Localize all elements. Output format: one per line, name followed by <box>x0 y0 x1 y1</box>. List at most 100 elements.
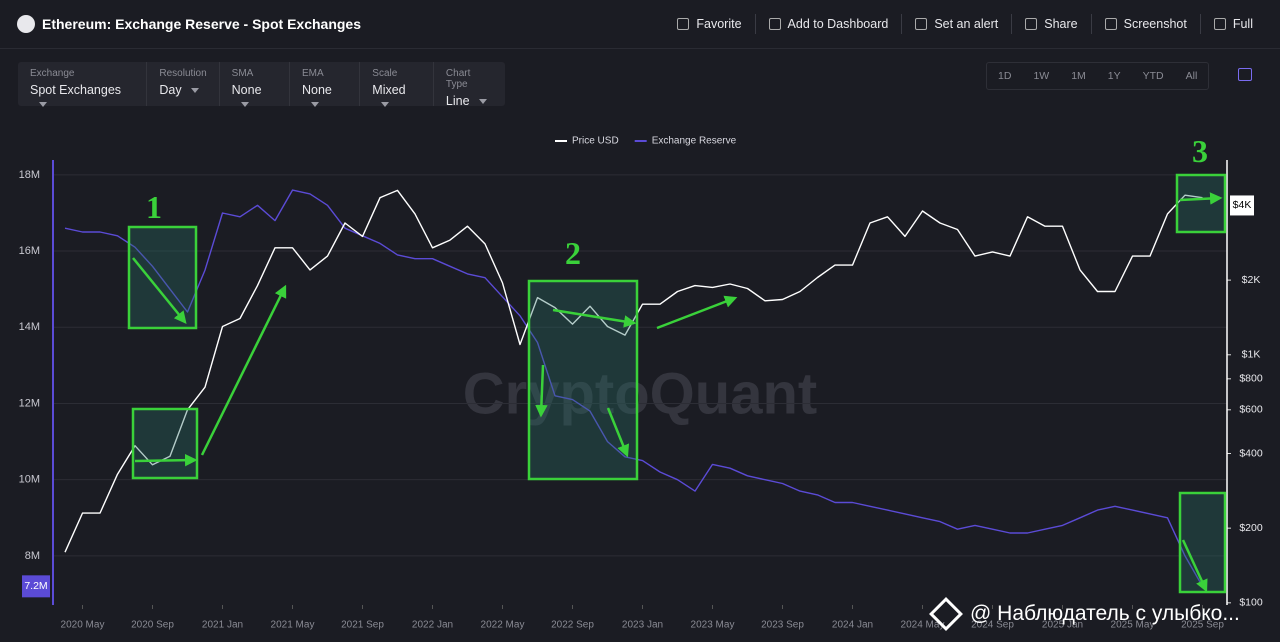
highlight-box <box>527 279 639 481</box>
filter[interactable]: EMA None <box>288 62 359 106</box>
filter-label: EMA <box>301 68 324 79</box>
logo <box>17 15 35 33</box>
button-label: Favorite <box>696 17 742 31</box>
filter-label: Exchange <box>30 68 75 79</box>
legend-label: Price USD <box>572 136 619 147</box>
x-tick-label: 2020 Sep <box>131 620 174 631</box>
y2-tick-label: $600 <box>1239 404 1263 416</box>
button-icon <box>1104 18 1117 30</box>
toolbar: Favorite Add to Dashboard Set an alert Shar… <box>664 14 1266 34</box>
toolbar-button[interactable]: Favorite <box>664 14 754 34</box>
arrow <box>1179 192 1223 205</box>
y-marker-label: 7.2M <box>24 580 47 592</box>
button-icon <box>1025 18 1038 30</box>
highlight-box <box>127 225 198 330</box>
overlay-caption: @ Наблюдатель с улыбко... <box>929 597 1240 631</box>
button-icon <box>915 18 928 30</box>
y2-marker-box <box>1230 195 1254 216</box>
arrow <box>535 364 548 418</box>
x-tick-label: 2025 Jan <box>1042 620 1083 631</box>
arrows <box>132 192 1223 593</box>
range-button[interactable]: 1M <box>1071 70 1086 82</box>
range-button[interactable]: 1Y <box>1107 70 1121 82</box>
filter-bar: Exchange Spot Exchanges Resolution Day SMA No… <box>18 62 505 108</box>
button-label: Screenshot <box>1123 17 1187 31</box>
filter[interactable]: Exchange Spot Exchanges <box>18 62 146 106</box>
filter[interactable]: Chart Type Line <box>432 62 505 108</box>
toolbar-button[interactable]: Full <box>1199 14 1266 34</box>
y-tick-label: 18M <box>19 169 40 181</box>
y2-tick-label: $800 <box>1239 373 1263 385</box>
y2-tick-label: $200 <box>1239 522 1263 534</box>
filter-value: Mixed <box>372 83 421 111</box>
arrow <box>552 308 637 328</box>
highlight-box <box>1175 173 1227 234</box>
annotation-number: 3 <box>1192 133 1208 169</box>
y2-tick-label: $2K <box>1242 274 1261 286</box>
arrow <box>132 257 187 324</box>
toolbar-button[interactable]: Add to Dashboard <box>754 14 902 34</box>
x-tick-label: 2022 May <box>481 620 525 631</box>
range-selector: 1D 1W 1M 1Y YTD All <box>986 62 1210 90</box>
button-label: Set an alert <box>934 17 999 31</box>
header: Ethereum: Exchange Reserve - Spot Exchan… <box>0 0 1280 49</box>
y-marker-box <box>22 575 50 598</box>
toolbar-button[interactable]: Set an alert <box>901 14 1011 34</box>
filter-label: Scale <box>372 68 398 79</box>
x-tick-label: 2021 May <box>271 620 315 631</box>
calendar-button[interactable] <box>1238 68 1252 81</box>
annotation-number: 2 <box>565 235 581 271</box>
caption-text: @ Наблюдатель с улыбко... <box>970 602 1240 625</box>
arrow <box>606 407 630 458</box>
filter-value: Day <box>159 83 206 97</box>
y-tick-label: 16M <box>19 245 40 257</box>
y-tick-label: 14M <box>19 321 40 333</box>
filter-value: None <box>232 83 277 111</box>
x-tick-label: 2021 Sep <box>341 620 384 631</box>
y-tick-label: 8M <box>25 550 40 562</box>
x-tick-label: 2024 Jan <box>832 620 873 631</box>
filter-value: Spot Exchanges <box>30 83 134 111</box>
button-label: Add to Dashboard <box>787 17 889 31</box>
range-button[interactable]: 1W <box>1033 70 1050 82</box>
highlight-box <box>1178 491 1227 594</box>
filter-label: Resolution <box>159 68 207 79</box>
y-tick-label: 12M <box>19 397 40 409</box>
highlight-box <box>131 407 199 480</box>
x-tick-label: 2020 May <box>61 620 105 631</box>
filter[interactable]: SMA None <box>218 62 289 106</box>
button-label: Share <box>1044 17 1078 31</box>
y2-tick-label: $100 <box>1239 597 1263 609</box>
toolbar-button[interactable]: Share <box>1011 14 1090 34</box>
range-button[interactable]: YTD <box>1142 70 1164 82</box>
range-button[interactable]: 1D <box>998 70 1012 82</box>
caption-icon <box>929 597 963 631</box>
watermark: CryptoQuant <box>463 361 817 426</box>
y-tick-label: 10M <box>19 474 40 486</box>
y2-tick-label: $400 <box>1239 447 1263 459</box>
button-icon <box>768 18 781 30</box>
button-icon <box>677 18 690 30</box>
y2-marker-label: $4K <box>1233 199 1252 211</box>
arrow <box>134 453 198 467</box>
arrow <box>656 295 738 330</box>
filter-value: None <box>302 83 347 111</box>
title: Ethereum: Exchange Reserve - Spot Exchan… <box>42 16 361 32</box>
legend-label: Exchange Reserve <box>652 136 737 147</box>
x-tick-label: 2024 May <box>901 620 945 631</box>
range-button[interactable]: All <box>1185 70 1198 82</box>
x-tick-label: 2023 Sep <box>761 620 804 631</box>
x-tick-label: 2022 Jan <box>412 620 453 631</box>
x-tick-label: 2025 May <box>1111 620 1155 631</box>
filter[interactable]: Scale Mixed <box>359 62 433 106</box>
series-line <box>64 189 1204 587</box>
toolbar-button[interactable]: Screenshot <box>1090 14 1200 34</box>
x-tick-label: 2025 Sep <box>1181 620 1224 631</box>
annotation-number: 1 <box>146 189 162 225</box>
filter-label: Chart Type <box>445 68 471 90</box>
arrow <box>200 284 287 456</box>
x-tick-label: 2021 Jan <box>202 620 243 631</box>
filter[interactable]: Resolution Day <box>146 62 218 106</box>
button-icon <box>1213 18 1226 30</box>
